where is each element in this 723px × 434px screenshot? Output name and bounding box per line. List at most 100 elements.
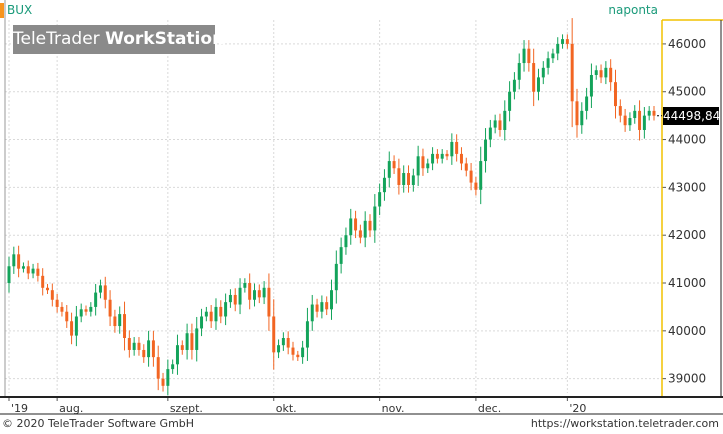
candle-body-down: [464, 163, 468, 171]
candle-body-up: [647, 110, 651, 116]
candle-body-up: [281, 338, 285, 346]
candle-body-up: [536, 77, 540, 92]
candle-body-down: [459, 153, 463, 164]
watermark-logo: TeleTrader WorkStation: [13, 25, 224, 54]
candle-body-up: [277, 345, 281, 353]
candle-body-down: [267, 287, 271, 317]
candle-body-up: [243, 283, 247, 288]
candle-body-up: [200, 316, 204, 329]
y-tick-label: 44000: [668, 133, 706, 147]
candle-body-up: [561, 39, 565, 44]
candle-body-down: [455, 141, 459, 154]
candle-body-down: [55, 299, 59, 307]
candle-body-up: [171, 364, 175, 370]
candle-body-down: [469, 170, 473, 183]
candle-body-down: [26, 266, 30, 274]
x-tick-label: szept.: [170, 402, 203, 415]
candle-body-down: [618, 106, 622, 116]
candle-body-down: [65, 311, 69, 322]
candle-body-down: [272, 316, 276, 353]
candle-body-down: [50, 290, 54, 300]
candle-body-down: [103, 285, 107, 300]
candle-body-down: [368, 220, 372, 231]
candle-body-up: [556, 43, 560, 54]
candle-body-up: [238, 287, 242, 305]
candle-body-down: [84, 309, 88, 312]
y-tick-label: 45000: [668, 85, 706, 99]
candle-body-up: [301, 347, 305, 358]
candle-body-up: [594, 70, 598, 75]
candle-body-down: [498, 120, 502, 130]
candle-body-down: [527, 48, 531, 64]
candle-body-up: [508, 91, 512, 111]
candle-body-up: [204, 311, 208, 317]
candle-body-up: [431, 153, 435, 164]
candle-body-up: [175, 345, 179, 365]
candle-body-up: [402, 173, 406, 185]
candle-body-down: [652, 110, 656, 116]
candle-body-up: [382, 177, 386, 193]
candle-body-down: [17, 254, 21, 269]
candle-body-down: [248, 283, 252, 300]
candle-body-down: [435, 153, 439, 159]
candle-body-up: [541, 67, 545, 78]
candle-body-up: [642, 115, 646, 130]
watermark-text-bold: WorkStation: [105, 29, 225, 49]
symbol-label[interactable]: BUX: [7, 3, 33, 17]
candle-body-up: [334, 263, 338, 291]
candle-body-up: [522, 48, 526, 64]
candle-body-down: [565, 39, 569, 44]
candle-body-up: [94, 292, 98, 307]
candle-body-down: [570, 43, 574, 102]
candle-body-down: [209, 311, 213, 322]
source-url-link[interactable]: https://workstation.teletrader.com: [530, 417, 719, 430]
candle-body-down: [286, 338, 290, 348]
candle-body-down: [219, 306, 223, 317]
candle-body-up: [185, 333, 189, 350]
candle-body-up: [118, 314, 122, 327]
grid: [5, 20, 662, 393]
candle-body-down: [638, 110, 642, 130]
candle-body-down: [397, 168, 401, 185]
candle-body-down: [421, 156, 425, 169]
candle-body-up: [31, 268, 35, 274]
candle-body-down: [113, 316, 117, 327]
axes: 39000 40000 41000 42000 43000 44000 45000 46000…: [0, 0, 723, 415]
candle-body-down: [623, 115, 627, 126]
candle-body-down: [614, 82, 617, 107]
candle-body-up: [252, 290, 256, 300]
candle-body-up: [633, 110, 637, 119]
candle-body-down: [151, 340, 155, 358]
candle-body-up: [479, 161, 483, 190]
candle-body-up: [580, 110, 584, 126]
candle-body-up: [98, 285, 102, 293]
watermark-text-light: TeleTrader: [13, 29, 106, 49]
candle-body-down: [407, 173, 411, 185]
candle-body-up: [228, 294, 232, 303]
candle-body-up: [517, 63, 521, 80]
candle-body-up: [628, 118, 632, 126]
y-tick-label: 41000: [668, 276, 706, 290]
candle-body-up: [344, 235, 348, 248]
candle-body-down: [325, 302, 329, 310]
candle-body-down: [296, 354, 300, 358]
candle-body-up: [147, 340, 151, 358]
candle-body-up: [132, 342, 136, 350]
candle-body-up: [488, 127, 492, 140]
candle-body-down: [291, 347, 295, 355]
candle-body-up: [74, 316, 78, 336]
candle-body-up: [79, 309, 83, 317]
candle-body-up: [310, 304, 314, 322]
symbol-color-marker: [0, 3, 4, 18]
candles: [7, 18, 656, 396]
candle-body-up: [416, 156, 420, 176]
candle-body-down: [257, 290, 261, 298]
candle-body-down: [60, 306, 64, 312]
candle-body-up: [339, 247, 343, 264]
candle-body-up: [89, 306, 93, 312]
candle-body-up: [589, 74, 593, 97]
candle-body-up: [195, 328, 199, 350]
candle-body-down: [161, 378, 165, 386]
interval-label[interactable]: naponta: [608, 3, 658, 17]
